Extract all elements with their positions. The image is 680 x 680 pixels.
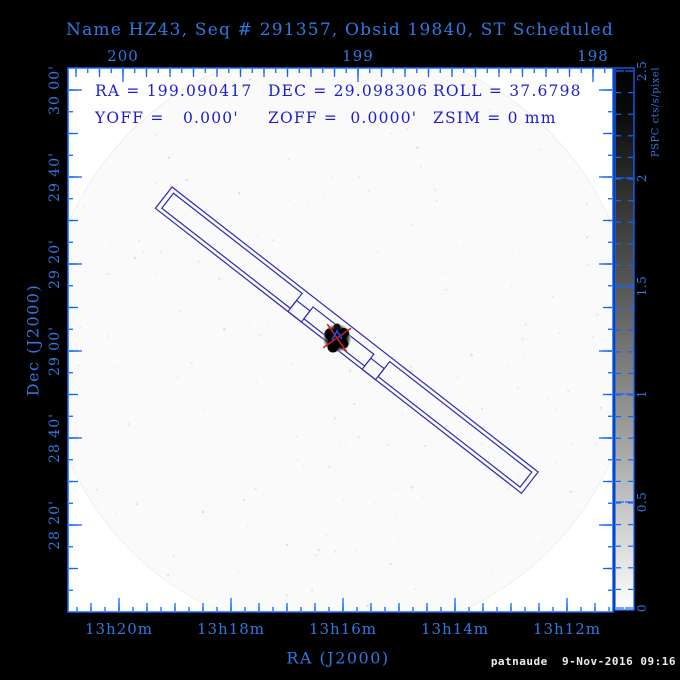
x-axis-title: RA (J2000) xyxy=(286,648,390,668)
bottom-axis-tick-label: 13h14m xyxy=(420,620,490,638)
top-axis-tick-label: 198 xyxy=(577,47,609,65)
bottom-axis-tick-label: 13h12m xyxy=(532,620,602,638)
left-axis-tick-label: 28 20' xyxy=(47,500,63,550)
colorbar-frame xyxy=(614,67,635,611)
colorbar-ticks xyxy=(616,70,633,609)
info-zoff: ZOFF = 0.0000' xyxy=(268,109,418,127)
y-axis-title: Dec (J2000) xyxy=(23,283,43,397)
top-axis-tick-label: 199 xyxy=(342,47,374,65)
left-axis-tick-label: 28 40' xyxy=(47,413,63,463)
info-roll: ROLL = 37.6798 xyxy=(433,82,582,100)
colorbar-gradient xyxy=(615,68,634,610)
colorbar-tick-label: 0.5 xyxy=(635,491,649,513)
aimpoint-chevron-icon xyxy=(331,329,343,341)
bottom-axis-tick-label: 13h20m xyxy=(84,620,154,638)
footprint-segment-3 xyxy=(377,360,533,488)
plot-title: Name HZ43, Seq # 291357, Obsid 19840, ST… xyxy=(66,20,614,40)
info-ra: RA = 199.090417 xyxy=(95,82,253,100)
colorbar-tick-label: 2.5 xyxy=(635,60,649,82)
info-zsim: ZSIM = 0 mm xyxy=(433,109,557,127)
plot-frame xyxy=(67,67,614,613)
left-axis-tick-label: 29 40' xyxy=(47,152,63,202)
bottom-axis-tick-label: 13h18m xyxy=(196,620,266,638)
aimpoint-cross-icon xyxy=(322,323,352,353)
background-noise xyxy=(77,71,604,607)
bottom-axis-tick-label: 13h16m xyxy=(308,620,378,638)
left-axis-tick-label: 30 00' xyxy=(47,65,63,115)
colorbar-tick-label: 2 xyxy=(635,173,649,183)
colorbar-tick-label: 1 xyxy=(635,389,649,399)
info-dec: DEC = 29.098306 xyxy=(268,82,429,100)
credit-timestamp: patnaude 9-Nov-2016 09:16 xyxy=(490,655,676,668)
axis-ticks xyxy=(69,69,612,611)
top-axis-tick-label: 200 xyxy=(107,47,139,65)
left-axis-tick-label: 29 20' xyxy=(47,239,63,289)
colorbar-tick-label: 1.5 xyxy=(635,275,649,297)
colorbar-tick-label: 0 xyxy=(635,603,649,613)
left-axis-tick-label: 29 00' xyxy=(47,326,63,376)
colorbar-title: PSPC cts/s/pixel xyxy=(650,66,662,158)
info-yoff: YOFF = 0.000' xyxy=(95,109,239,127)
